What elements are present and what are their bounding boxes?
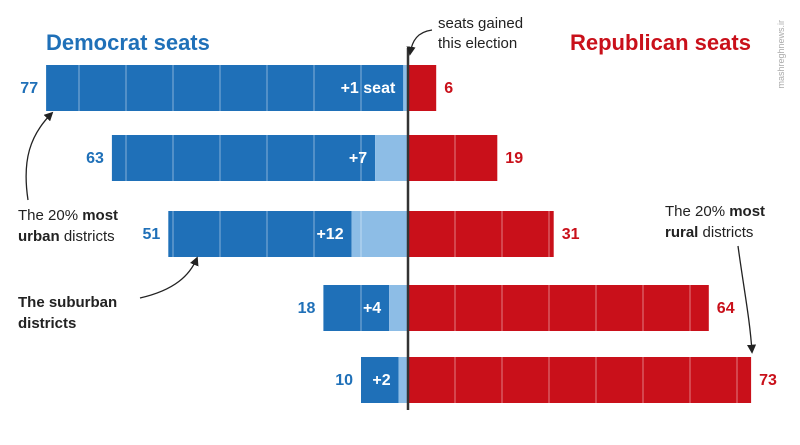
rep-bar	[408, 211, 554, 257]
rep-value-label: 73	[759, 372, 777, 389]
republican-seats-heading: Republican seats	[570, 30, 751, 55]
dem-bar	[111, 135, 376, 181]
urban-annotation-arrow	[25, 111, 54, 201]
rep-bar	[408, 135, 498, 181]
axis-note: seats gained this election	[438, 15, 524, 52]
gain-label: +2	[372, 372, 390, 389]
suburban-annotation: The suburban districts	[18, 294, 118, 332]
dem-value-label: 51	[143, 226, 161, 243]
gain-label: +4	[363, 300, 381, 317]
dem-value-label: 18	[298, 300, 316, 317]
suburban-annotation-arrow	[139, 256, 199, 299]
rep-bar	[408, 285, 709, 331]
gain-label: +7	[349, 150, 367, 167]
rep-value-label: 6	[444, 80, 453, 97]
dem-gain-bar	[389, 285, 408, 331]
rural-annotation-arrow	[737, 245, 757, 354]
dem-value-label: 10	[335, 372, 353, 389]
rep-value-label: 19	[505, 150, 523, 167]
dem-bar	[46, 65, 404, 111]
watermark: mashreghnews.ir	[776, 20, 786, 89]
dem-gain-bar	[351, 211, 408, 257]
dem-bar	[323, 285, 390, 331]
rural-annotation: The 20% most rural districts	[665, 203, 766, 241]
dem-gain-bar	[403, 65, 408, 111]
democrat-seats-heading: Democrat seats	[46, 30, 210, 55]
gain-label: +1 seat	[341, 80, 396, 97]
axis-note-arrow	[406, 29, 433, 56]
rep-value-label: 64	[717, 300, 735, 317]
rep-bar	[408, 357, 752, 403]
dem-gain-bar	[375, 135, 408, 181]
urban-annotation: The 20% most urban districts	[18, 207, 119, 245]
dem-value-label: 77	[20, 80, 38, 97]
dem-bar	[361, 357, 399, 403]
dem-bar	[168, 211, 352, 257]
gain-label: +12	[316, 226, 343, 243]
rep-value-label: 31	[562, 226, 580, 243]
dem-gain-bar	[398, 357, 408, 403]
dem-value-label: 63	[86, 150, 104, 167]
rep-bar	[408, 65, 437, 111]
